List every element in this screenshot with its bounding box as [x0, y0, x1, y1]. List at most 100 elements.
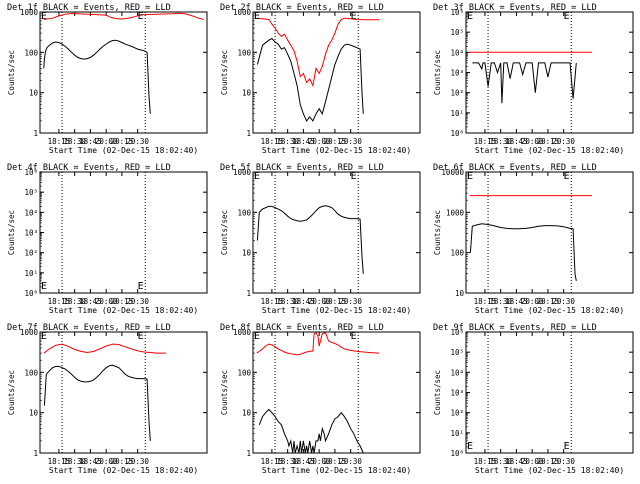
x-tick-label: 20:30: [339, 137, 362, 146]
y-axis-label: Counts/sec: [433, 370, 442, 415]
y-tick-label: 10²: [450, 89, 464, 98]
events-series-line: [469, 223, 577, 281]
x-tick-label: 18:45: [505, 457, 528, 466]
events-series-line: [472, 62, 577, 104]
y-tick-label: 1000: [233, 168, 252, 177]
x-tick-label: 18:15: [474, 137, 497, 146]
y-tick-label: 100: [237, 48, 251, 57]
x-axis-label: Start Time (02-Dec-15 18:02:40): [262, 306, 411, 315]
y-tick-label: 1000: [233, 328, 252, 337]
chart-det-9f: Det 9f BLACK = Events, RED = LLD 10⁰ 10¹ 10…: [433, 323, 634, 475]
y-tick-label: 10⁰: [450, 129, 464, 138]
x-tick-label: 18:45: [79, 457, 102, 466]
x-tick-label: 20:00: [521, 297, 544, 306]
x-tick-label: 18:15: [261, 297, 284, 306]
y-tick-label: 10³: [450, 389, 464, 398]
chart-det-4f: Det 4f BLACK = Events, RED = LLD 10⁰ 10¹ 10…: [7, 163, 208, 315]
x-tick-label: 20:30: [126, 297, 149, 306]
y-tick-label: 1: [33, 129, 38, 138]
e-marker: E: [351, 171, 357, 182]
x-tick-label: 18:45: [292, 457, 315, 466]
lld-series-line: [43, 343, 166, 354]
events-series-line: [256, 37, 364, 122]
lld-series-line: [43, 12, 204, 20]
x-tick-label: 20:30: [552, 297, 575, 306]
y-tick-label: 1: [246, 449, 251, 458]
e-marker: E: [254, 171, 260, 182]
x-axis-label: Start Time (02-Dec-15 18:02:40): [49, 466, 198, 475]
x-axis-label: Start Time (02-Dec-15 18:02:40): [262, 146, 411, 155]
x-tick-label: 20:15: [111, 297, 134, 306]
x-tick-label: 20:00: [521, 457, 544, 466]
y-axis-label: Counts/sec: [220, 210, 229, 255]
y-tick-label: 1000: [20, 8, 39, 17]
e-marker: E: [138, 11, 144, 22]
chart-title: Det 9f BLACK = Events, RED = LLD: [433, 323, 597, 333]
x-tick-label: 20:15: [537, 457, 560, 466]
events-series-line: [43, 39, 151, 114]
x-tick-label: 20:15: [537, 297, 560, 306]
e-marker: E: [467, 171, 473, 182]
chart-title: Det 6f BLACK = Events, RED = LLD: [433, 163, 597, 173]
plot-frame: [465, 331, 634, 454]
x-tick-label: 18:15: [474, 297, 497, 306]
y-tick-label: 10: [455, 289, 465, 298]
x-tick-label: 18:30: [276, 137, 299, 146]
x-tick-label: 18:30: [489, 457, 512, 466]
y-tick-label: 1: [246, 289, 251, 298]
x-tick-label: 18:30: [489, 137, 512, 146]
x-tick-label: 18:15: [48, 137, 71, 146]
y-tick-label: 10: [29, 89, 39, 98]
plot-frame: [252, 171, 421, 294]
plot-frame: [252, 331, 421, 454]
e-marker: E: [564, 441, 570, 452]
y-tick-label: 10⁵: [450, 348, 464, 357]
x-tick-label: 20:30: [552, 137, 575, 146]
y-axis-label: Counts/sec: [7, 370, 16, 415]
x-axis-label: Start Time (02-Dec-15 18:02:40): [49, 306, 198, 315]
x-tick-label: 20:15: [111, 137, 134, 146]
x-tick-label: 20:00: [308, 137, 331, 146]
events-series-line: [256, 205, 364, 274]
x-tick-label: 20:00: [95, 137, 118, 146]
x-axis-label: Start Time (02-Dec-15 18:02:40): [262, 466, 411, 475]
x-tick-label: 20:30: [339, 457, 362, 466]
e-marker: E: [41, 331, 47, 342]
y-tick-label: 10²: [450, 409, 464, 418]
x-tick-label: 18:45: [292, 137, 315, 146]
y-tick-label: 10⁴: [24, 208, 38, 217]
y-tick-label: 10: [242, 249, 252, 258]
chart-title: Det 3f BLACK = Events, RED = LLD: [433, 3, 597, 13]
x-tick-label: 18:15: [48, 297, 71, 306]
y-tick-label: 10¹: [24, 269, 38, 278]
y-axis-label: Counts/sec: [220, 370, 229, 415]
x-tick-label: 18:30: [276, 297, 299, 306]
y-tick-label: 10⁴: [450, 368, 464, 377]
e-marker: E: [564, 11, 570, 22]
e-marker: E: [138, 281, 144, 292]
e-marker: E: [564, 171, 570, 182]
x-tick-label: 18:15: [261, 137, 284, 146]
e-marker: E: [41, 281, 47, 292]
plot-frame: [39, 171, 208, 294]
e-marker: E: [254, 11, 260, 22]
chart-title: Det 5f BLACK = Events, RED = LLD: [220, 163, 384, 173]
plot-frame: [252, 11, 421, 134]
e-marker: E: [467, 11, 473, 22]
y-tick-label: 10⁶: [24, 168, 38, 177]
y-tick-label: 10⁰: [450, 449, 464, 458]
chart-title: Det 2f BLACK = Events, RED = LLD: [220, 3, 384, 13]
e-marker: E: [467, 441, 473, 452]
x-tick-label: 18:30: [276, 457, 299, 466]
y-tick-label: 10⁶: [450, 328, 464, 337]
x-axis-label: Start Time (02-Dec-15 18:02:40): [49, 146, 198, 155]
y-tick-label: 10¹: [450, 109, 464, 118]
chart-det-1f: Det 1f BLACK = Events, RED = LLD 1 10 100 10…: [7, 3, 208, 155]
x-tick-label: 20:00: [95, 457, 118, 466]
x-tick-label: 20:15: [324, 297, 347, 306]
y-tick-label: 100: [237, 208, 251, 217]
x-tick-label: 20:00: [95, 297, 118, 306]
x-tick-label: 20:30: [126, 137, 149, 146]
y-tick-label: 100: [450, 249, 464, 258]
x-tick-label: 20:15: [537, 137, 560, 146]
